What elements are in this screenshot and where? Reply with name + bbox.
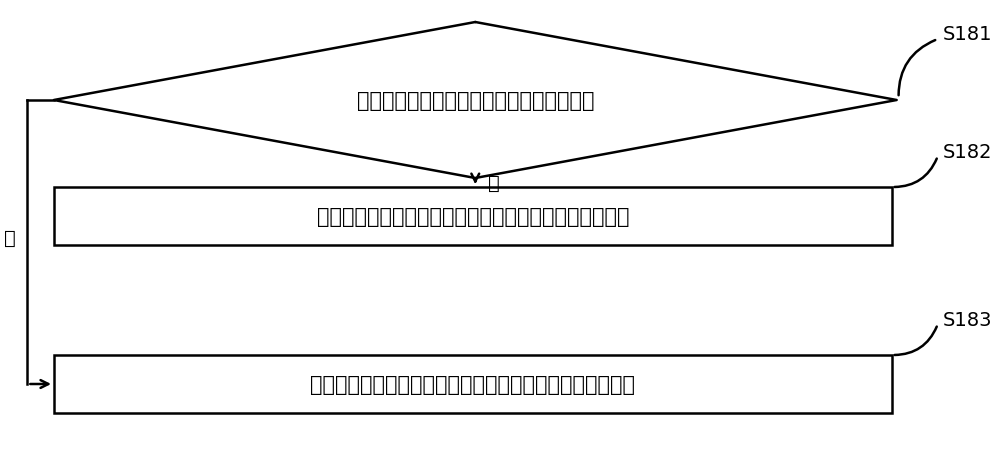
Text: 所述当前帧视频是所述人物素材视频数据的最后一帧视频: 所述当前帧视频是所述人物素材视频数据的最后一帧视频: [317, 207, 629, 227]
FancyBboxPatch shape: [54, 355, 892, 413]
Text: 否: 否: [4, 228, 16, 247]
Text: S181: S181: [943, 25, 992, 43]
Text: S183: S183: [943, 311, 992, 330]
FancyBboxPatch shape: [54, 187, 892, 245]
Text: S182: S182: [943, 143, 992, 162]
Text: 所述当前帧视频不是所述人物素材视频数据的最后一帧视频: 所述当前帧视频不是所述人物素材视频数据的最后一帧视频: [310, 374, 635, 394]
Text: 判断所述当前帧视频的序号是否等于总帧数: 判断所述当前帧视频的序号是否等于总帧数: [357, 91, 594, 111]
Text: 是: 是: [488, 174, 500, 192]
